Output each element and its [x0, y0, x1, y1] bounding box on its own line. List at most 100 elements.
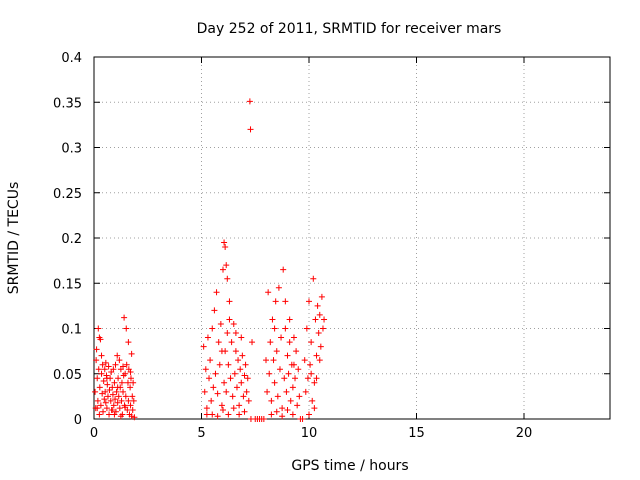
data-point [289, 384, 296, 391]
data-point [239, 352, 246, 359]
data-point [293, 348, 300, 355]
y-tick-labels: 0 0.05 0.1 0.15 0.2 0.25 0.3 0.35 0.4 [53, 51, 82, 428]
data-point [238, 379, 245, 386]
data-point [237, 366, 244, 373]
data-point [241, 372, 248, 379]
data-point [203, 405, 210, 412]
data-point [94, 397, 101, 404]
data-point [102, 388, 109, 395]
data-point [212, 370, 219, 377]
y-tick-label: 0.35 [53, 96, 82, 111]
data-point [304, 375, 311, 382]
data-point [247, 126, 254, 133]
data-point [289, 411, 296, 418]
gridlines [94, 57, 610, 419]
data-point [206, 375, 213, 382]
data-point [96, 411, 103, 418]
data-point [223, 262, 230, 269]
data-point [109, 384, 116, 391]
data-point [128, 413, 135, 420]
data-point [94, 405, 101, 412]
data-point [120, 363, 127, 370]
data-point [98, 352, 105, 359]
data-point [101, 396, 108, 403]
data-point [117, 413, 124, 420]
data-point [110, 402, 117, 409]
data-point [316, 311, 323, 318]
data-point [123, 325, 130, 332]
data-point [130, 397, 137, 404]
chart-title: Day 252 of 2011, SRMTID for receiver mar… [197, 21, 502, 37]
data-point [116, 405, 123, 412]
data-point [271, 379, 278, 386]
data-point [104, 393, 111, 400]
data-point [306, 298, 312, 305]
data-point [226, 298, 233, 305]
data-point [123, 361, 130, 368]
data-point [285, 370, 292, 377]
data-point [201, 388, 208, 395]
data-point [290, 334, 297, 341]
data-point [313, 375, 320, 382]
x-tick-label: 20 [516, 426, 533, 441]
data-point [129, 406, 136, 413]
data-point [267, 339, 274, 346]
data-point [243, 388, 250, 395]
data-point [306, 411, 312, 418]
data-point [221, 239, 228, 246]
data-point [286, 316, 293, 323]
data-point [114, 384, 121, 391]
data-point [260, 416, 267, 422]
y-tick-label: 0.2 [61, 232, 82, 247]
data-point [266, 370, 273, 377]
data-point [112, 361, 119, 368]
x-tick-label: 0 [90, 426, 98, 441]
data-point [307, 361, 314, 368]
y-tick-label: 0.3 [61, 142, 82, 157]
data-point [92, 388, 99, 395]
data-point [284, 352, 291, 359]
data-point [127, 368, 134, 375]
data-point [311, 405, 318, 412]
data-point [238, 334, 245, 341]
data-point [264, 388, 271, 395]
y-tick-label: 0.15 [53, 277, 82, 292]
data-point [103, 375, 110, 382]
data-point [118, 397, 125, 404]
y-tick-label: 0.25 [53, 187, 82, 202]
data-point [202, 366, 209, 373]
data-point [228, 339, 235, 346]
data-point [99, 361, 106, 368]
data-point [281, 375, 288, 382]
data-point [122, 393, 129, 400]
data-point [271, 325, 278, 332]
data-point [220, 406, 226, 413]
data-point [121, 314, 128, 321]
data-point [112, 396, 119, 403]
data-point [211, 307, 218, 314]
data-point [127, 402, 134, 409]
data-point [95, 366, 102, 373]
data-point [268, 411, 275, 418]
data-point [130, 379, 137, 386]
x-tick-label: 10 [301, 426, 318, 441]
x-tick-label: 15 [408, 426, 425, 441]
data-point [246, 98, 253, 105]
data-point [309, 397, 316, 404]
data-point [118, 379, 125, 386]
y-tick-label: 0.05 [53, 368, 82, 383]
data-point [230, 405, 237, 412]
data-point [221, 379, 228, 386]
data-point [125, 339, 132, 346]
data-point [270, 357, 277, 364]
data-point [301, 357, 308, 364]
data-point [208, 397, 215, 404]
data-point [229, 393, 236, 400]
data-point [274, 393, 281, 400]
data-point [127, 375, 134, 382]
data-point [127, 384, 134, 391]
data-point [227, 375, 234, 382]
data-point [244, 375, 251, 382]
data-point [308, 339, 315, 346]
data-point [296, 393, 303, 400]
